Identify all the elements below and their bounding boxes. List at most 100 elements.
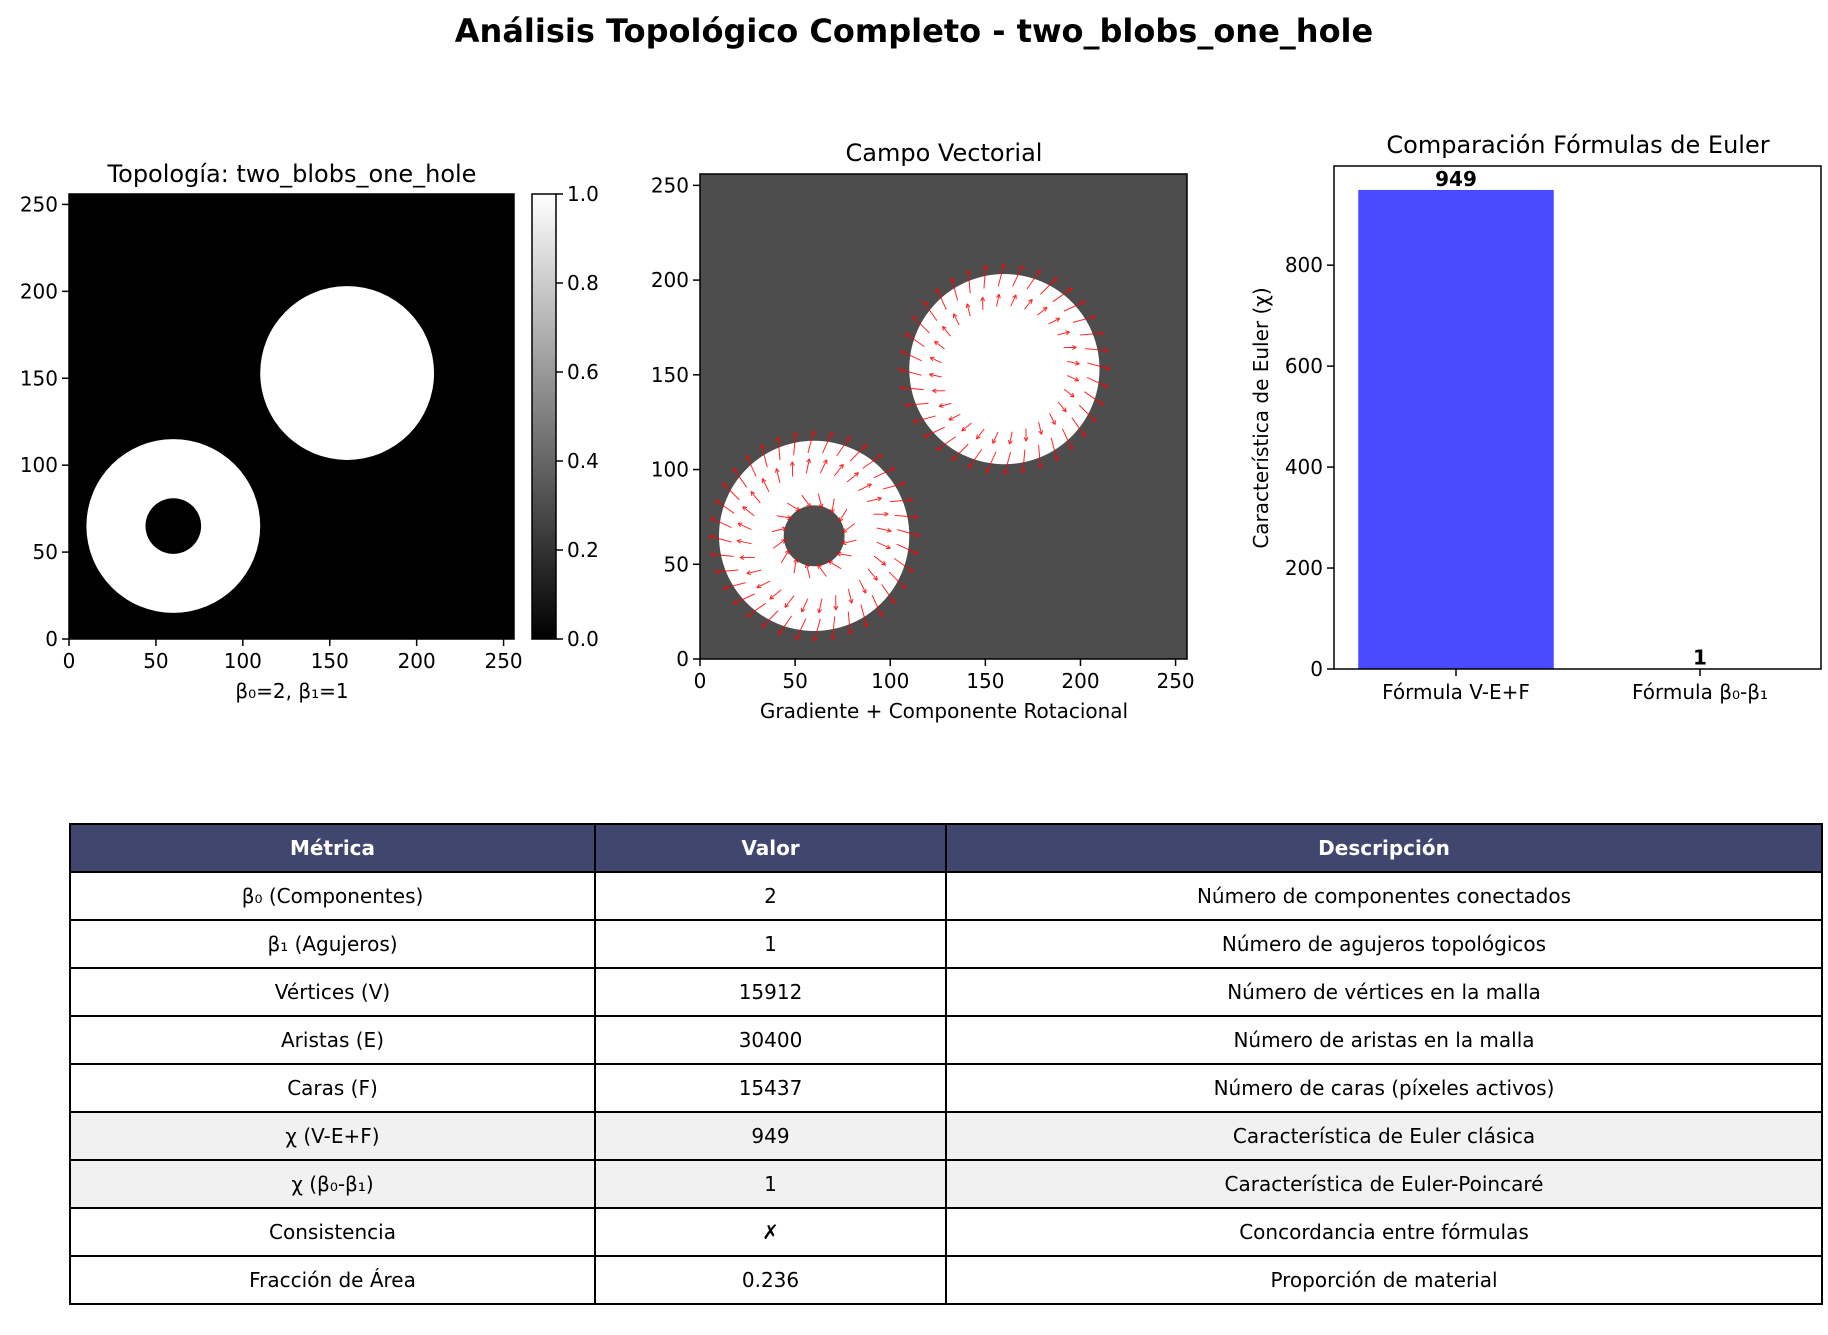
field-arrow (812, 618, 821, 642)
field-arrow (777, 615, 793, 636)
field-arrow (904, 332, 925, 348)
field-arrow (722, 582, 746, 591)
field-arrow (761, 478, 770, 492)
topology-ytick-label: 50 (33, 540, 58, 564)
cell-description: Número de agujeros topológicos (945, 919, 1823, 969)
field-arrow (739, 555, 755, 561)
field-arrow (941, 325, 951, 337)
field-arrow (761, 610, 779, 628)
field-arrow (795, 618, 807, 641)
bar-ytick-label: 600 (1285, 354, 1323, 378)
field-arrow (1020, 449, 1026, 474)
field-arrow (787, 502, 801, 512)
bar-category-label: Fórmula β₀-β₁ (1632, 680, 1768, 704)
field-arrow (1063, 388, 1075, 398)
vector-ytick-label: 50 (664, 552, 689, 576)
cell-value: 30400 (594, 1015, 947, 1065)
colorbar (531, 193, 557, 640)
field-arrow (965, 303, 971, 317)
field-arrow (923, 426, 946, 438)
bar-ytick-label: 200 (1285, 556, 1323, 580)
field-arrow (1048, 317, 1061, 325)
field-arrow (912, 415, 936, 424)
field-arrow (1066, 374, 1080, 382)
field-arrow (709, 517, 732, 529)
topology-panel: Topología: two_blobs_one_hole 0 50 100 150 2… (20, 160, 599, 703)
field-arrow (800, 598, 809, 613)
topology-xtick-label: 50 (143, 649, 168, 673)
cell-description: Número de aristas en la malla (945, 1015, 1823, 1065)
topology-xtick-label: 150 (311, 649, 349, 673)
bar-title: Comparación Fórmulas de Euler (1386, 131, 1769, 159)
field-arrow (888, 571, 906, 589)
field-arrow (817, 493, 824, 509)
disk-blob (260, 286, 435, 460)
field-arrow (771, 526, 787, 533)
field-arrow (912, 316, 930, 334)
topology-title: Topología: two_blobs_one_hole (107, 160, 477, 188)
hole (783, 505, 845, 567)
bar-ylabel: Característica de Euler (χ) (1249, 287, 1273, 548)
colorbar-tick-label: 0.0 (567, 627, 599, 651)
field-arrow (1010, 294, 1017, 307)
cell-metric: β₁ (Agujeros) (69, 919, 596, 969)
field-arrow (1087, 362, 1111, 371)
header-metric: Métrica (69, 823, 596, 873)
field-arrow (858, 483, 872, 492)
field-arrow (896, 529, 920, 538)
field-arrow (1071, 417, 1086, 438)
table-row: Aristas (E) 30400 Número de aristas en la … (69, 1015, 1823, 1065)
cell-description: Proporción de material (945, 1255, 1823, 1305)
field-arrow (1050, 437, 1059, 461)
topology-xticks: 0 50 100 150 200 250 (63, 639, 523, 673)
field-arrow (876, 527, 892, 533)
vector-xtick-label: 250 (1156, 669, 1194, 693)
topology-shapes (86, 286, 435, 613)
field-arrow (934, 340, 945, 350)
cell-metric: Fracción de Área (69, 1255, 596, 1305)
cell-value: ✗ (594, 1207, 947, 1257)
field-arrow (882, 481, 906, 490)
field-arrow (1007, 431, 1013, 445)
field-arrow (847, 588, 854, 604)
field-arrow (714, 569, 739, 575)
header-value: Valor (594, 823, 947, 873)
field-arrow (1023, 428, 1029, 442)
field-arrow (1072, 314, 1096, 323)
vector-xtick-label: 100 (871, 669, 909, 693)
vector-ytick-label: 200 (651, 268, 689, 292)
vector-frame (699, 173, 1188, 660)
table-row: Consistencia ✗ Concordancia entre fórmulas (69, 1207, 1823, 1257)
field-arrow (948, 413, 961, 421)
field-arrow (775, 436, 781, 461)
field-arrow (710, 552, 734, 558)
vector-panel: Campo Vectorial 0 50 100 150 200 250 0 50 100 15… (651, 139, 1195, 723)
topology-ytick-label: 150 (20, 366, 58, 390)
topology-xtick-label: 0 (63, 649, 76, 673)
field-arrow (805, 458, 812, 474)
field-arrow (780, 549, 790, 563)
field-arrow (893, 557, 914, 573)
field-arrow (975, 428, 985, 440)
bar-xticks: Fórmula V-E+F Fórmula β₀-β₁ (1382, 669, 1768, 704)
cell-value: 2 (594, 871, 947, 921)
field-arrow (1026, 269, 1041, 290)
field-arrow (1086, 376, 1109, 388)
vector-xtick-label: 0 (694, 669, 707, 693)
vector-xtick-label: 150 (966, 669, 1004, 693)
vector-ytick-label: 150 (651, 363, 689, 387)
cell-description: Concordancia entre fórmulas (945, 1207, 1823, 1257)
topology-xtick-label: 250 (484, 649, 522, 673)
vector-ytick-label: 100 (651, 458, 689, 482)
cell-value: 15437 (594, 1063, 947, 1113)
field-arrow (1057, 330, 1071, 336)
field-arrow (801, 494, 812, 508)
field-arrow (873, 467, 896, 479)
bar-ytick-label: 0 (1310, 657, 1323, 681)
colorbar-tick-label: 1.0 (567, 182, 599, 206)
field-arrow (932, 388, 946, 394)
cell-value: 1 (594, 919, 947, 969)
field-arrow (1057, 401, 1067, 413)
bar-data-label: 1 (1693, 645, 1707, 669)
field-arrow (1003, 451, 1012, 475)
